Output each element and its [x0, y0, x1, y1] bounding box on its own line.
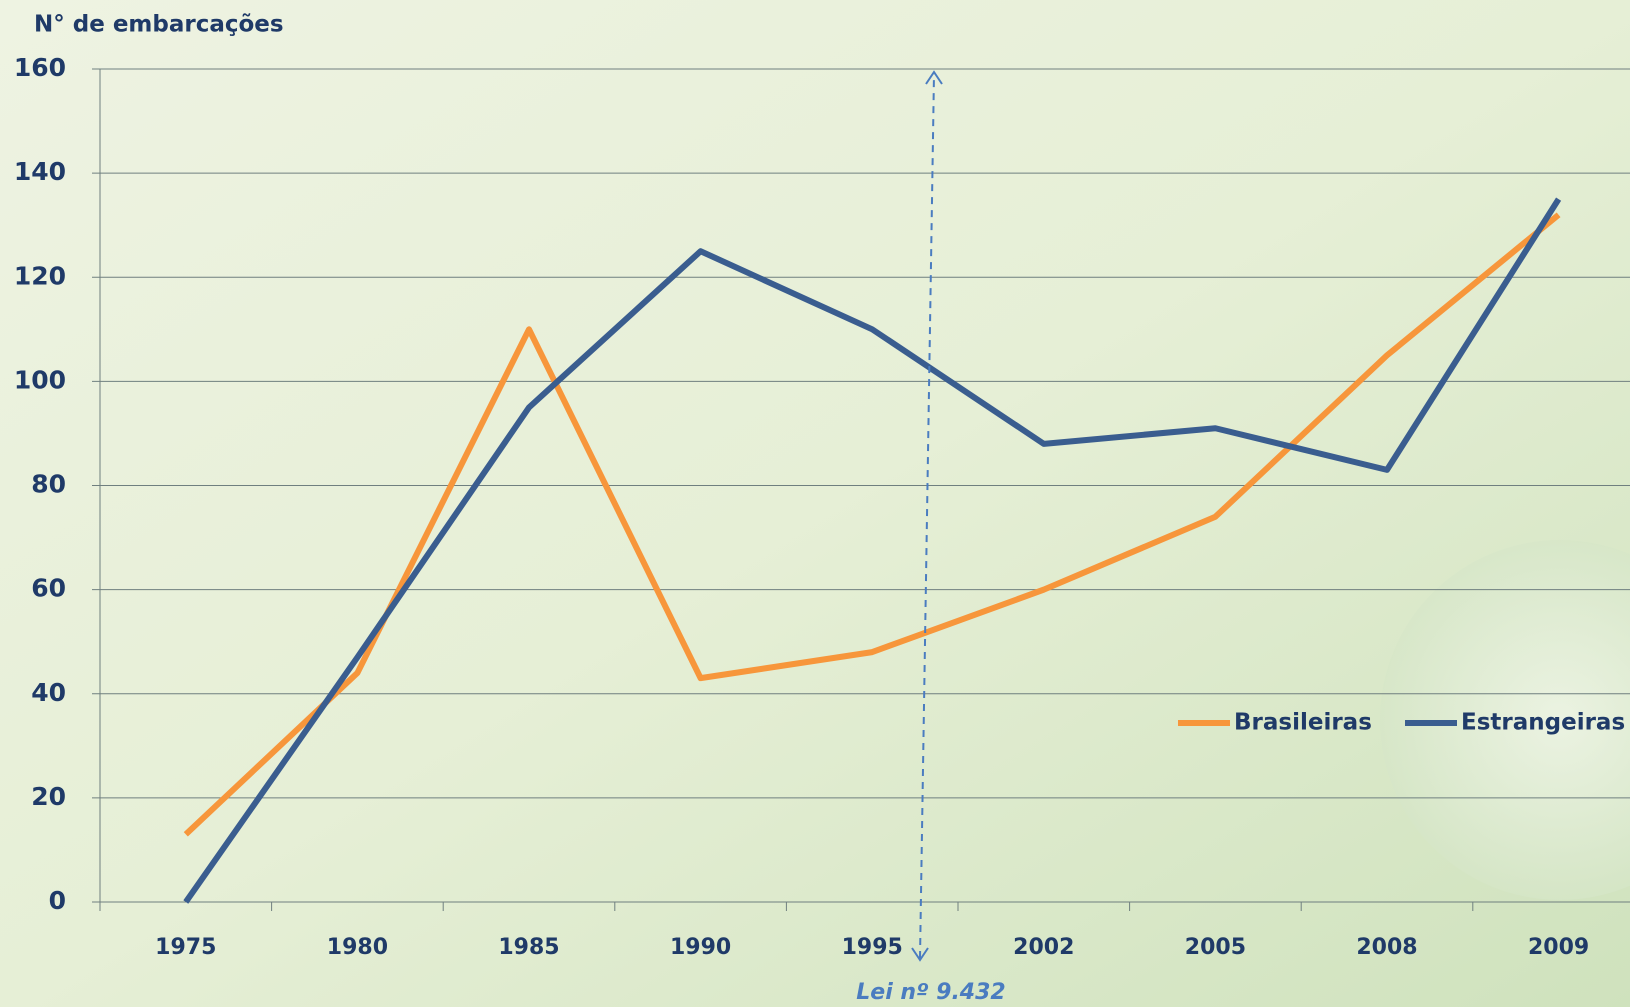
x-tick-label: 2005 — [1185, 935, 1246, 960]
y-tick-label: 80 — [31, 470, 66, 499]
y-axis-label: N° de embarcações — [34, 12, 284, 38]
legend-label: Estrangeiras — [1461, 710, 1625, 736]
x-tick-label: 2008 — [1356, 935, 1417, 960]
x-tick-label: 2002 — [1013, 935, 1074, 960]
x-tick-label: 1980 — [327, 935, 388, 960]
y-tick-label: 120 — [14, 261, 66, 290]
y-tick-label: 60 — [31, 574, 66, 603]
legend-label: Brasileiras — [1234, 710, 1372, 736]
x-tick-label: 1990 — [670, 935, 731, 960]
x-tick-label: 2009 — [1528, 935, 1589, 960]
x-tick-label: 1995 — [842, 935, 903, 960]
y-tick-label: 160 — [14, 53, 66, 82]
annotation: Lei nº 9.432 — [856, 980, 1005, 1005]
y-tick-label: 40 — [31, 678, 66, 707]
x-tick-label: 1975 — [155, 935, 216, 960]
y-tick-label: 140 — [14, 157, 66, 186]
background — [0, 0, 1630, 1007]
y-tick-label: 20 — [31, 782, 66, 811]
y-tick-label: 0 — [49, 886, 66, 915]
y-tick-label: 100 — [14, 365, 66, 394]
x-tick-label: 1985 — [498, 935, 559, 960]
chart: N° de embarcações 0 20 40 60 80 100 120 140 160 1… — [0, 0, 1630, 1007]
